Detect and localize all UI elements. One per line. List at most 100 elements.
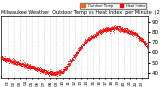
Point: [84, 42, 86, 44]
Point: [61, 72, 63, 73]
Point: [65, 66, 68, 68]
Point: [47, 72, 50, 73]
Point: [138, 36, 140, 37]
Point: [6, 60, 9, 62]
Point: [121, 27, 123, 29]
Point: [72, 54, 75, 56]
Point: [31, 67, 33, 69]
Point: [39, 69, 42, 70]
Point: [52, 72, 55, 74]
Point: [64, 65, 67, 67]
Point: [146, 46, 149, 47]
Point: [135, 34, 138, 35]
Point: [99, 32, 102, 33]
Point: [103, 29, 105, 30]
Point: [124, 30, 126, 32]
Point: [6, 58, 8, 59]
Point: [72, 56, 74, 58]
Point: [42, 70, 44, 71]
Point: [22, 65, 25, 66]
Point: [127, 31, 129, 32]
Point: [132, 33, 135, 34]
Point: [8, 60, 11, 61]
Point: [136, 36, 139, 37]
Point: [66, 66, 68, 67]
Point: [111, 28, 114, 29]
Point: [72, 58, 75, 60]
Point: [15, 62, 17, 63]
Point: [66, 68, 68, 70]
Point: [39, 70, 42, 72]
Point: [67, 64, 70, 65]
Point: [23, 66, 26, 67]
Point: [55, 71, 57, 72]
Point: [124, 31, 127, 32]
Point: [122, 31, 124, 32]
Point: [18, 61, 21, 63]
Point: [90, 36, 93, 38]
Point: [9, 60, 12, 61]
Point: [60, 72, 63, 73]
Point: [51, 70, 54, 71]
Point: [38, 70, 40, 71]
Point: [29, 66, 32, 67]
Point: [140, 40, 143, 42]
Point: [85, 41, 88, 42]
Point: [99, 31, 102, 32]
Point: [110, 27, 113, 28]
Point: [40, 70, 43, 72]
Point: [9, 60, 11, 62]
Point: [104, 29, 106, 30]
Point: [59, 73, 62, 75]
Point: [89, 35, 92, 37]
Point: [79, 48, 82, 50]
Point: [35, 68, 38, 69]
Point: [108, 29, 111, 30]
Point: [57, 71, 60, 72]
Point: [25, 66, 28, 67]
Point: [69, 62, 72, 63]
Point: [66, 65, 69, 66]
Point: [86, 36, 89, 37]
Point: [34, 67, 36, 68]
Point: [61, 70, 63, 72]
Point: [47, 73, 49, 75]
Point: [84, 39, 87, 41]
Point: [40, 71, 43, 73]
Point: [89, 38, 92, 40]
Point: [125, 30, 128, 31]
Point: [67, 65, 69, 66]
Point: [24, 64, 26, 65]
Point: [84, 41, 87, 43]
Point: [77, 49, 79, 50]
Point: [88, 38, 91, 39]
Point: [111, 27, 114, 28]
Point: [86, 39, 89, 40]
Point: [119, 27, 122, 29]
Point: [65, 68, 68, 69]
Point: [62, 68, 65, 70]
Point: [136, 35, 138, 36]
Point: [74, 54, 76, 56]
Point: [109, 30, 112, 31]
Point: [131, 34, 134, 35]
Point: [77, 52, 79, 54]
Point: [38, 69, 40, 70]
Point: [98, 31, 100, 32]
Point: [134, 31, 136, 33]
Point: [126, 31, 129, 32]
Point: [143, 43, 145, 44]
Point: [94, 34, 97, 36]
Point: [137, 38, 140, 39]
Point: [28, 66, 30, 67]
Point: [10, 60, 12, 61]
Point: [35, 67, 37, 69]
Point: [4, 60, 6, 61]
Point: [135, 33, 137, 35]
Point: [58, 72, 60, 74]
Point: [51, 73, 53, 75]
Point: [66, 65, 69, 66]
Point: [121, 27, 123, 29]
Point: [6, 59, 8, 61]
Point: [41, 71, 44, 73]
